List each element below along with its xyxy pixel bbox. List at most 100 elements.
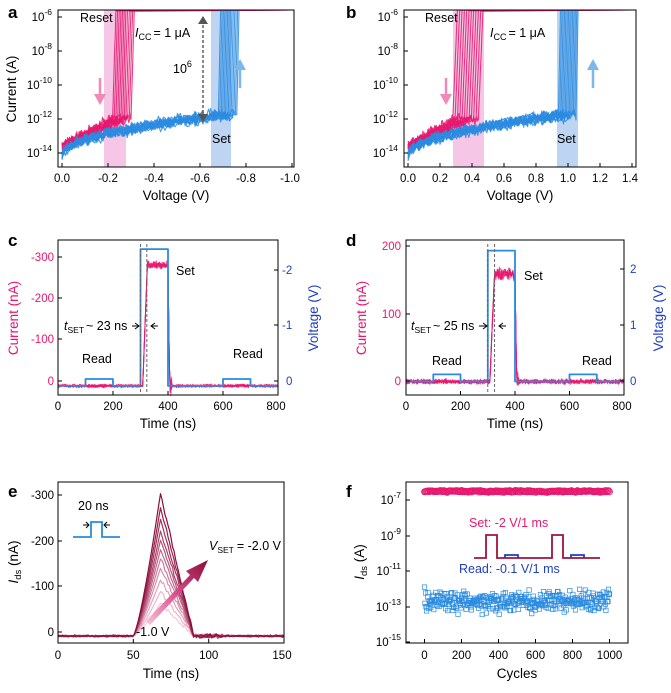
current-pulse--2.0V — [58, 493, 285, 639]
panel-c-ytick-right-1: -2 — [282, 265, 292, 277]
panel-e-x-ticks: 0 50 100 150 — [55, 639, 292, 662]
panel-e-y-ticks: -300 -200 -100 0 — [31, 490, 62, 639]
hrs-point-316 — [584, 602, 590, 608]
panel-a-xtick-2: -0.2 — [98, 173, 118, 185]
panel-d-y-ticks-left: 0 100 200 — [382, 241, 410, 388]
hrs-point-326 — [589, 601, 595, 607]
panel-a-icc-label: ICC = 1 μA — [135, 26, 191, 42]
panel-e-pulse-arrow-right — [103, 521, 110, 529]
panel-d-xtick-5: 800 — [612, 401, 631, 413]
hrs-point-36 — [439, 601, 446, 608]
panel-e-data — [57, 493, 285, 640]
panel-a-data — [61, 9, 293, 160]
panel-f-read-legend: Read: -0.1 V/1 ms — [459, 562, 560, 576]
panel-e-xtick-4: 150 — [272, 650, 291, 662]
panel-d-read-label-1: Read — [432, 354, 462, 368]
hrs-point-356 — [604, 599, 610, 605]
panel-b-xtick-1: 0.0 — [400, 173, 416, 185]
panel-a-x-ticks: 0.0 -0.2 -0.4 -0.6 -0.8 -1.0 — [54, 163, 300, 185]
panel-c-xtick-5: 800 — [266, 401, 285, 413]
panel-d-read-label-2: Read — [582, 354, 612, 368]
panel-e-pulse-width-label: 20 ns — [78, 499, 109, 513]
current-pulse--1.2V — [57, 579, 285, 640]
panel-c-xlabel: Time (ns) — [140, 416, 197, 431]
panel-c-ylabel-right: Voltage (V) — [306, 285, 321, 352]
panel-d-tset-arrow-right — [498, 322, 506, 330]
panel-f-xtick-2: 200 — [452, 650, 471, 662]
hrs-point-46 — [445, 608, 451, 614]
hrs-point-204 — [526, 587, 532, 593]
panel-e-ytick-3: -100 — [31, 581, 54, 593]
panel-b-xtick-5: 0.8 — [528, 173, 544, 185]
panel-f-frame — [405, 481, 629, 644]
panel-f-ylabel: Ids (A) — [352, 544, 370, 580]
hrs-point-255 — [552, 606, 558, 612]
hrs-point-232 — [540, 589, 547, 595]
panel-f-ytick-2: 10-9 — [381, 526, 402, 543]
hrs-point-146 — [496, 611, 502, 617]
panel-c-label: c — [8, 231, 17, 250]
panel-f-xtick-6: 1000 — [597, 650, 623, 662]
panel-b-set-label: Set — [557, 132, 576, 146]
panel-b-reset-arrowhead — [440, 94, 452, 105]
hrs-point-141 — [494, 605, 500, 611]
panel-a-xtick-6: -1.0 — [280, 173, 300, 185]
hrs-point-15 — [429, 598, 435, 604]
panel-c-y-ticks-left: -300 -200 -100 0 — [31, 252, 62, 388]
panel-c-xtick-1: 0 — [55, 401, 61, 413]
panel-a-ratio-arrowhead-bottom — [198, 114, 208, 122]
hrs-point-153 — [500, 594, 506, 600]
hrs-point-109 — [477, 601, 483, 607]
panel-b-xtick-7: 1.2 — [592, 173, 608, 185]
panel-c-ylabel: Current (nA) — [6, 281, 21, 355]
panel-e-pulse-arrow-left — [83, 521, 90, 529]
panel-b-ytick-1: 10-6 — [378, 7, 399, 24]
panel-d-xtick-3: 400 — [505, 401, 524, 413]
panel-d-set-label: Set — [524, 269, 543, 283]
panel-b-reset-label: Reset — [425, 11, 458, 25]
voltage-waveform — [406, 249, 624, 383]
hrs-point-113 — [479, 611, 485, 618]
panel-f-label: f — [346, 482, 352, 501]
lrs-point-220 — [606, 488, 613, 496]
hrs-point-360 — [606, 591, 613, 597]
hrs-point-357 — [605, 598, 611, 604]
panel-d-data — [405, 244, 625, 393]
panel-e-xtick-2: 50 — [127, 650, 140, 662]
panel-d-y-ticks-right: 0 1 2 — [620, 264, 636, 388]
hrs-point-79 — [462, 592, 468, 598]
hrs-point-205 — [527, 604, 533, 610]
hrs-point-43 — [443, 590, 449, 597]
panel-f-y-ticks: 10-7 10-9 10-11 10-13 10-15 — [376, 490, 410, 649]
panel-d-ylabel: Current (nA) — [354, 281, 369, 355]
panel-d-xtick-4: 600 — [560, 401, 579, 413]
panel-d-xlabel: Time (ns) — [487, 416, 544, 431]
panel-c-ytick-1: -300 — [31, 252, 54, 264]
panel-b-label: b — [346, 3, 356, 22]
panel-b-xtick-4: 0.6 — [496, 173, 512, 185]
panel-a-ratio-label: 106 — [173, 59, 192, 76]
panel-e-xtick-1: 0 — [55, 650, 61, 662]
panel-b-ytick-2: 10-8 — [378, 41, 399, 58]
panel-b-xtick-8: 1.4 — [622, 173, 639, 185]
hrs-point-49 — [446, 597, 452, 604]
panel-c-y-ticks-right: -2 -1 0 — [274, 265, 292, 388]
panel-a-ylabel: Current (A) — [4, 56, 19, 123]
panel-f-xtick-3: 400 — [489, 650, 508, 662]
panel-c-read-label-2: Read — [233, 347, 263, 361]
panel-c-xtick-3: 400 — [158, 401, 177, 413]
panel-c-x-ticks: 0 200 400 600 800 — [55, 391, 286, 413]
panel-c-read-label-1: Read — [82, 352, 112, 366]
panel-a-set-arrowhead — [234, 59, 246, 70]
panel-f-ytick-5: 10-15 — [376, 632, 401, 649]
panel-f-xtick-4: 600 — [526, 650, 545, 662]
panel-e-xlabel: Time (ns) — [143, 666, 200, 681]
hrs-point-104 — [475, 602, 481, 608]
panel-e-xtick-3: 100 — [199, 650, 218, 662]
panel-d-ytick-right-2: 1 — [630, 320, 636, 332]
hrs-point-323 — [587, 607, 593, 613]
panel-f-read-pulse-1 — [504, 554, 519, 558]
panel-d-ytick-right-3: 2 — [630, 264, 636, 276]
panel-a-ytick-1: 10-6 — [32, 7, 53, 24]
hrs-point-302 — [577, 586, 583, 592]
